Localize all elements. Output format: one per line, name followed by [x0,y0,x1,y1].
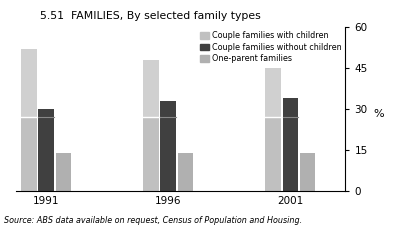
Y-axis label: %: % [374,109,384,119]
Bar [21,49,37,117]
Bar [143,60,159,117]
Bar [39,117,54,191]
Bar [160,101,176,117]
Bar [283,98,299,117]
Bar [160,117,176,191]
Bar [143,117,159,191]
Bar [177,153,193,191]
Bar [300,153,316,191]
Bar [56,153,71,191]
Bar [21,117,37,191]
Bar [266,117,281,191]
Text: Source: ABS data available on request, Census of Population and Housing.: Source: ABS data available on request, C… [4,216,302,225]
Bar [266,68,281,117]
Bar [283,117,299,191]
Legend: Couple families with children, Couple families without children, One-parent fami: Couple families with children, Couple fa… [200,31,341,63]
Text: 5.51  FAMILIES, By selected family types: 5.51 FAMILIES, By selected family types [40,11,261,21]
Bar [39,109,54,117]
